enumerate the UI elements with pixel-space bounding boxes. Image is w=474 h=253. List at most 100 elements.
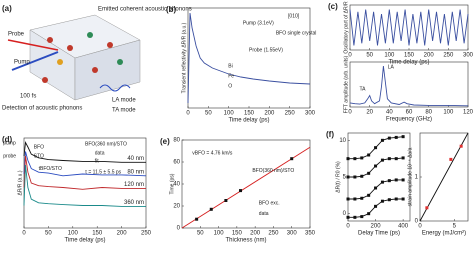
x-tick-label: 300 <box>305 111 316 117</box>
x-tick-label: 40 <box>386 110 393 116</box>
y-tick-label: 0 <box>177 226 181 232</box>
data-point <box>353 215 357 219</box>
x-tick-label: 100 <box>443 110 454 116</box>
atom <box>42 77 48 83</box>
y-axis-label: strain amplitude 10⁻⁴ Δa/a <box>407 147 413 206</box>
y-tick-label: 10 <box>339 138 346 144</box>
data-point <box>346 157 350 161</box>
label: 100 fs <box>20 94 36 100</box>
data-point <box>387 157 391 161</box>
annotation: data <box>259 211 269 217</box>
x-tick-label: 50 <box>45 231 52 237</box>
data-point <box>374 204 378 208</box>
data-point <box>360 215 364 219</box>
x-tick-label: 60 <box>406 110 413 116</box>
annotation: Probe (1.55eV) <box>249 47 283 53</box>
x-tick-label: 100 <box>384 53 395 59</box>
data-point <box>367 212 371 216</box>
data-point <box>209 207 213 211</box>
y-tick-label: 20 <box>173 204 180 210</box>
label: Detection of acoustic phonons <box>2 106 82 112</box>
x-tick-label: 300 <box>287 231 298 237</box>
panel-title: (d) <box>2 135 13 144</box>
x-tick-label: 150 <box>92 231 103 237</box>
y-axis-label: ΔR(t) / R0 (%) <box>335 161 341 193</box>
y-axis-label: Time (ps) <box>169 173 175 194</box>
x-tick-label: 200 <box>424 53 435 59</box>
panel-title: (c) <box>328 2 338 11</box>
x-tick-label: 250 <box>268 231 279 237</box>
x-tick-label: 0 <box>348 53 352 59</box>
x-axis-label: Time delay (ps) <box>64 238 105 244</box>
probe-beam <box>7 39 59 51</box>
data-point <box>360 174 364 178</box>
x-axis-label: Frequency (GHz) <box>386 117 432 123</box>
series-label: 40 nm <box>127 156 144 162</box>
atom <box>117 59 123 65</box>
data-point <box>224 199 228 202</box>
y-tick-label: 0 <box>415 219 419 225</box>
x-tick-label: 200 <box>117 231 128 237</box>
data-point <box>374 186 378 190</box>
annotation: BFO(360 nm)/STO <box>85 142 127 148</box>
x-tick-label: 0 <box>418 224 422 230</box>
y-tick-label: 60 <box>173 160 180 166</box>
panel-title: (e) <box>160 137 170 146</box>
panel-title: (b) <box>166 5 177 14</box>
x-tick-label: 0 <box>22 231 26 237</box>
data-point <box>239 189 243 193</box>
x-axis-label: Thickness (nm) <box>225 238 266 244</box>
x-tick-label: 100 <box>68 231 79 237</box>
plot-frame <box>349 61 469 108</box>
atom <box>87 32 93 38</box>
data-point <box>380 180 384 184</box>
data-point <box>195 217 199 221</box>
y-axis-label: FFT amplitude (arb. units) <box>343 55 349 113</box>
series-line <box>23 141 146 163</box>
x-tick-label: 150 <box>244 111 255 117</box>
x-tick-label: 300 <box>463 53 474 59</box>
x-tick-label: 250 <box>285 111 296 117</box>
data-point <box>346 175 350 179</box>
series-line <box>349 66 469 107</box>
annotation: TA <box>359 86 366 92</box>
annotation: BFO <box>34 144 44 150</box>
data-point <box>360 196 364 200</box>
wave <box>99 84 131 92</box>
data-point <box>425 206 429 210</box>
x-tick-label: 150 <box>404 53 415 59</box>
data-point <box>401 197 405 201</box>
y-axis-label: Transient reflectivity ΔR/R (a.u.) <box>181 22 187 93</box>
data-point <box>387 136 391 140</box>
data-point <box>290 157 294 161</box>
data-point <box>380 158 384 162</box>
x-tick-label: 50 <box>366 53 373 59</box>
data-point <box>387 179 391 183</box>
x-tick-label: 5 <box>453 224 457 230</box>
label: LA mode <box>112 98 136 104</box>
data-point <box>394 178 398 182</box>
x-axis-label: Time delay (ps) <box>228 118 269 124</box>
annotation: BFO exc. <box>259 201 280 207</box>
annotation: LA <box>388 65 395 71</box>
x-tick-label: 200 <box>264 111 275 117</box>
data-point <box>346 197 350 201</box>
atom <box>92 67 98 73</box>
data-point <box>374 164 378 168</box>
annotation: vBFO = 4.76 km/s <box>192 151 233 157</box>
annotation: O <box>228 83 232 89</box>
annotation: STO <box>34 153 44 159</box>
x-tick-label: 100 <box>214 231 225 237</box>
data-point <box>401 156 405 160</box>
series-line <box>23 151 147 177</box>
annotation: [010] <box>288 13 300 19</box>
x-axis-label: Time delay (ps) <box>388 60 429 66</box>
series-line <box>23 155 146 190</box>
atom <box>67 45 73 51</box>
label: Emitted coherent acoustic phonons <box>98 7 192 13</box>
x-tick-label: 50 <box>197 231 204 237</box>
data-point <box>367 193 371 197</box>
annotation: τ = 11.5 ± 5.5 ps <box>85 170 122 176</box>
data-point <box>353 197 357 201</box>
